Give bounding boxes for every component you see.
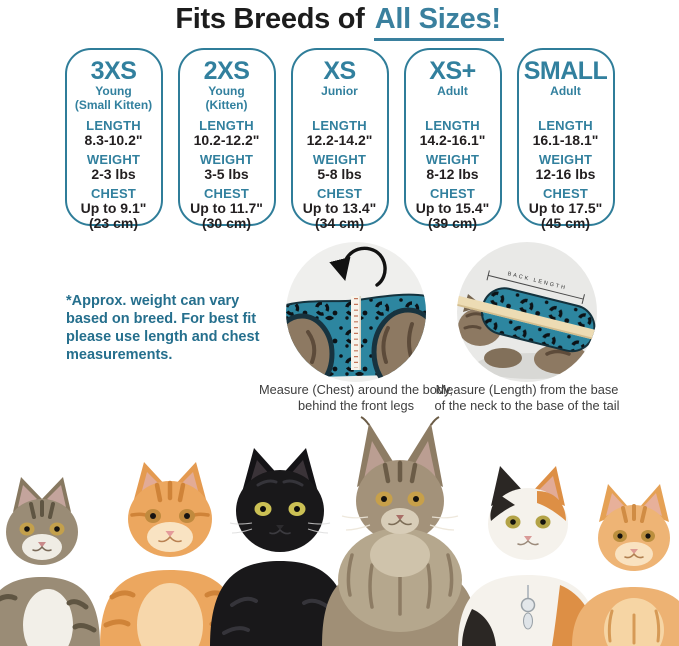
weight-value: 5-8 lbs: [317, 166, 362, 182]
size-label: 3XS: [90, 57, 137, 85]
chest-value: Up to 13.4": [302, 200, 377, 216]
chest-value: Up to 15.4": [415, 200, 490, 216]
length-value: 16.1-18.1": [532, 132, 599, 148]
chest-value: Up to 17.5": [528, 200, 603, 216]
weight-label: WEIGHT: [425, 152, 480, 167]
cat-front-leg-left: [286, 313, 335, 382]
chest-label: CHEST: [542, 186, 589, 201]
length-label: LENGTH: [199, 118, 254, 133]
size-label: 2XS: [203, 57, 250, 85]
age-label: Junior: [321, 84, 358, 98]
age-label: Adult: [550, 84, 581, 98]
cat-front-paw: [484, 348, 522, 368]
cat-black-longhair: [210, 448, 350, 646]
chest-value-cm: (30 cm): [201, 215, 252, 231]
chest-label: CHEST: [90, 186, 137, 201]
length-label: LENGTH: [425, 118, 480, 133]
age-label: Young: [95, 84, 132, 98]
chest-value-cm: (34 cm): [314, 215, 365, 231]
length-label: LENGTH: [86, 118, 141, 133]
length-value: 10.2-12.2": [193, 132, 260, 148]
size-card-xs-plus: XS+ Adult LENGTH 14.2-16.1" WEIGHT 8-12 …: [403, 48, 502, 231]
cat-grey-tabby-kitten: [0, 477, 100, 646]
age-label: Young: [208, 84, 245, 98]
wrap-around-arrow-icon: [329, 246, 387, 287]
weight-label: WEIGHT: [538, 152, 593, 167]
size-card-2xs: 2XS Young (Kitten) LENGTH 10.2-12.2" WEI…: [177, 48, 276, 231]
weight-value: 12-16 lbs: [535, 166, 596, 182]
length-label: LENGTH: [538, 118, 593, 133]
length-value: 12.2-14.2": [306, 132, 373, 148]
weight-label: WEIGHT: [86, 152, 141, 167]
length-value: 8.3-10.2": [84, 132, 143, 148]
chest-value-cm: (45 cm): [540, 215, 591, 231]
cat-maine-coon: [322, 416, 478, 646]
page-title: Fits Breeds of All Sizes!: [0, 3, 679, 41]
chest-value-cm: (39 cm): [427, 215, 478, 231]
age-sublabel: (Small Kitten): [74, 98, 153, 112]
length-label: LENGTH: [312, 118, 367, 133]
title-highlight: All Sizes!: [373, 3, 504, 41]
size-label: XS+: [429, 57, 476, 85]
chest-value: Up to 11.7": [190, 200, 263, 216]
age-label: Adult: [437, 84, 468, 98]
cat-orange-tabby: [100, 462, 240, 646]
chest-value-cm: (23 cm): [88, 215, 139, 231]
chest-value: Up to 9.1": [80, 200, 147, 216]
weight-disclaimer-note: *Approx. weight can vary based on breed.…: [66, 293, 260, 363]
weight-value: 2-3 lbs: [91, 166, 136, 182]
age-sublabel: (Kitten): [205, 98, 248, 112]
size-label: XS: [323, 57, 356, 85]
length-photo-circle: BACK LENGTH: [457, 242, 597, 382]
measure-length-figure: BACK LENGTH Measure (Length) from the ba…: [435, 240, 619, 413]
weight-label: WEIGHT: [199, 152, 254, 167]
size-card-3xs: 3XS Young (Small Kitten) LENGTH 8.3-10.2…: [64, 48, 163, 231]
weight-value: 3-5 lbs: [204, 166, 249, 182]
measure-chest-figure: Measure (Chest) around the body, behind …: [259, 240, 453, 413]
cat-orange-longhair: [572, 484, 679, 646]
cats-group-photo: [0, 416, 679, 646]
title-prefix: Fits Breeds of: [175, 3, 365, 35]
length-caption: Measure (Length) from the base of the ne…: [434, 382, 620, 413]
weight-value: 8-12 lbs: [426, 166, 479, 182]
size-card-small: SMALL Adult LENGTH 16.1-18.1" WEIGHT 12-…: [516, 48, 615, 231]
length-value: 14.2-16.1": [419, 132, 486, 148]
size-label: SMALL: [523, 57, 608, 85]
chest-caption: Measure (Chest) around the body, behind …: [259, 382, 453, 413]
cat-calico: [458, 466, 598, 646]
collar-pendant: [520, 585, 536, 630]
chest-label: CHEST: [203, 186, 250, 201]
measuring-tape: [457, 294, 597, 344]
chest-label: CHEST: [429, 186, 476, 201]
weight-label: WEIGHT: [312, 152, 367, 167]
chest-photo-circle: [286, 242, 426, 382]
chest-label: CHEST: [316, 186, 363, 201]
size-card-xs: XS Junior LENGTH 12.2-14.2" WEIGHT 5-8 l…: [290, 48, 389, 231]
size-cards-row: 3XS Young (Small Kitten) LENGTH 8.3-10.2…: [0, 48, 679, 231]
